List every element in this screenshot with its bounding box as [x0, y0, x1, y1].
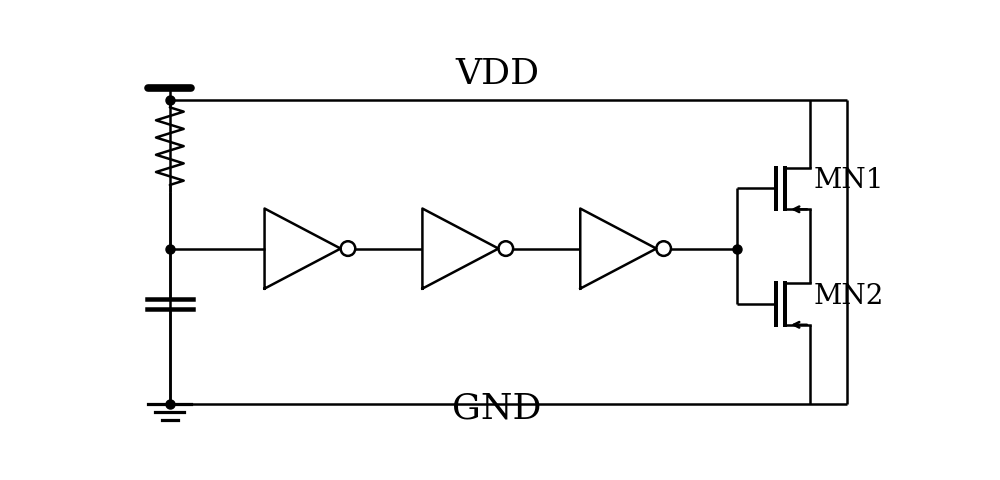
Text: VDD: VDD: [455, 57, 539, 91]
Text: MN1: MN1: [814, 168, 884, 194]
Text: MN2: MN2: [814, 283, 884, 310]
Text: GND: GND: [452, 392, 542, 426]
